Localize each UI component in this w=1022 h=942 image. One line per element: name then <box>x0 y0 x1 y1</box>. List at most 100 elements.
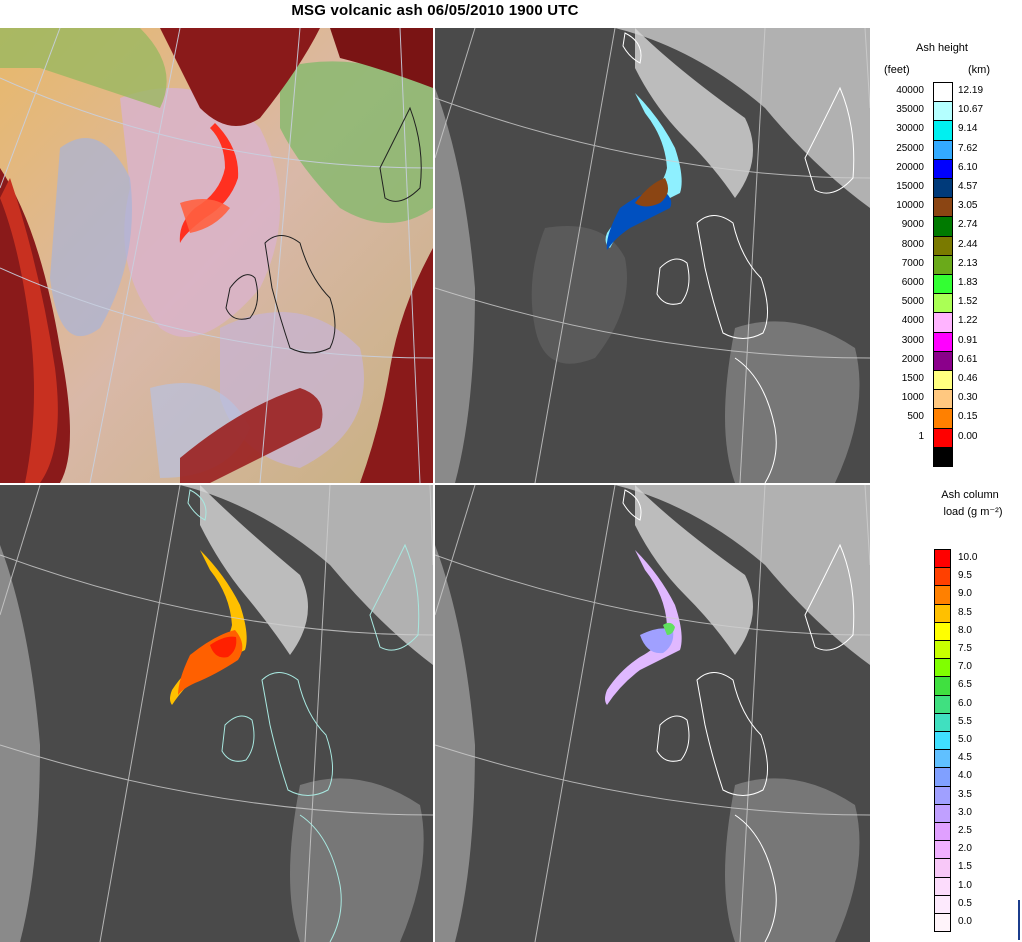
legend-label-km: 1.52 <box>958 296 978 308</box>
legend-swatch <box>933 427 953 448</box>
legend-swatch <box>934 822 951 842</box>
legend-label-feet: 2000 <box>901 353 924 365</box>
legend-label-feet: 30000 <box>896 123 924 135</box>
legend-swatch <box>933 178 953 199</box>
legend-label-value: 4.5 <box>958 752 972 764</box>
legend-label-km: 2.44 <box>958 238 978 250</box>
legend-label-value: 6.5 <box>958 679 972 691</box>
ash-rgb-composite-panel <box>0 28 433 483</box>
legend-swatch <box>933 197 953 218</box>
ash-column-load-map <box>0 485 433 942</box>
legend-swatch <box>933 446 953 467</box>
legend-label-km: 0.46 <box>958 373 978 384</box>
legend-unit-right: (km) <box>968 64 990 76</box>
legend-label-feet: 5000 <box>901 296 924 308</box>
legend-label-km: 1.22 <box>958 315 978 327</box>
legend-label-feet: 9000 <box>901 219 924 231</box>
legend-swatch <box>934 731 951 751</box>
legend-label-value: 0.0 <box>958 916 972 927</box>
legend-swatch <box>934 803 951 823</box>
legend-label-value: 5.5 <box>958 715 972 727</box>
legend-label-km: 0.61 <box>958 353 978 365</box>
legend-label-value: 7.5 <box>958 643 972 654</box>
legend-label-km: 2.13 <box>958 257 978 269</box>
legend-swatch <box>934 658 951 678</box>
legend-swatch <box>934 676 951 696</box>
legend-label-value: 9.5 <box>958 570 972 582</box>
legend-swatch <box>934 749 951 769</box>
legend-label-km: 2.74 <box>958 219 978 231</box>
legend-label-km: 0.91 <box>958 334 978 346</box>
legend-swatch <box>934 894 951 914</box>
legend-swatch <box>933 408 953 429</box>
legend-title: Ash column <box>941 489 999 501</box>
legend-label-feet: 500 <box>907 411 924 423</box>
legend-label-feet: 7000 <box>901 257 924 269</box>
legend-label-km: 7.62 <box>958 142 978 154</box>
legend-swatch <box>933 235 953 256</box>
legend-swatch <box>934 567 951 587</box>
ash-height-map <box>435 28 870 483</box>
map-title: MSG volcanic ash 06/05/2010 1900 UTC <box>291 2 579 19</box>
legend-label-value: 6.0 <box>958 697 972 709</box>
legend-swatch <box>934 876 951 896</box>
legend-swatch <box>933 389 953 410</box>
legend-swatch <box>933 216 953 237</box>
legend-title: Ash height <box>916 42 968 54</box>
legend-label-km: 4.57 <box>958 181 978 192</box>
legend-label-feet: 40000 <box>896 85 924 96</box>
legend-title: load (g m⁻²) <box>943 506 1003 518</box>
legend-label-km: 3.05 <box>958 200 978 212</box>
legend-label-km: 12.19 <box>958 85 984 96</box>
legend-label-value: 2.5 <box>958 825 972 836</box>
legend-label-value: 10.0 <box>958 552 978 563</box>
legend-label-value: 3.0 <box>958 806 972 818</box>
legend-swatch <box>934 603 951 623</box>
legend-swatch <box>934 694 951 714</box>
legend-swatch <box>933 331 953 352</box>
legend-label-feet: 20000 <box>896 161 924 173</box>
legend-label-feet: 10000 <box>896 200 924 212</box>
ash-effective-radius-map <box>435 485 870 942</box>
legend-swatch <box>933 158 953 179</box>
ash-height-panel <box>435 28 870 483</box>
legend-label-km: 0.30 <box>958 392 978 404</box>
legend-swatch <box>934 767 951 787</box>
legend-swatch <box>933 101 953 122</box>
ash-height-legend: Ash height (feet) (km) 40000 12.19 35000 10.67… <box>872 28 1022 483</box>
legend-label-km: 1.83 <box>958 277 978 288</box>
legend-label-value: 7.0 <box>958 661 972 673</box>
legend-label-value: 3.5 <box>958 788 972 800</box>
legend-label-km: 0.00 <box>958 430 978 442</box>
legend-swatch <box>933 370 953 391</box>
legend-label-value: 0.5 <box>958 897 972 909</box>
legend-swatch <box>934 840 951 860</box>
legend-label-km: 0.15 <box>958 411 978 423</box>
legend-label-value: 9.0 <box>958 588 972 600</box>
legend-label-value: 4.0 <box>958 770 972 782</box>
legend-swatch <box>934 785 951 805</box>
legend-swatch <box>933 120 953 141</box>
legend-label-value: 8.0 <box>958 624 972 636</box>
legend-label-value: 2.0 <box>958 843 972 855</box>
frame-edge-line <box>1018 900 1020 940</box>
legend-label-feet: 25000 <box>896 142 924 154</box>
legend-label-feet: 1 <box>918 430 924 442</box>
legend-swatch <box>933 139 953 160</box>
legend-swatch <box>934 585 951 605</box>
legend-swatch <box>934 640 951 660</box>
legend-unit-left: (feet) <box>884 64 910 76</box>
legend-swatch <box>933 350 953 371</box>
legend-swatch <box>934 621 951 641</box>
legend-swatch <box>933 254 953 275</box>
ash-column-load-panel <box>0 485 433 942</box>
legend-label-feet: 35000 <box>896 104 924 116</box>
legend-label-feet: 1000 <box>901 392 924 404</box>
legend-swatch <box>933 274 953 295</box>
legend-swatch <box>934 858 951 878</box>
legend-swatch <box>933 293 953 314</box>
legend-swatch <box>934 913 951 933</box>
legend-label-feet: 8000 <box>901 238 924 250</box>
ash-effective-radius-panel <box>435 485 870 942</box>
legend-label-value: 1.5 <box>958 861 972 873</box>
